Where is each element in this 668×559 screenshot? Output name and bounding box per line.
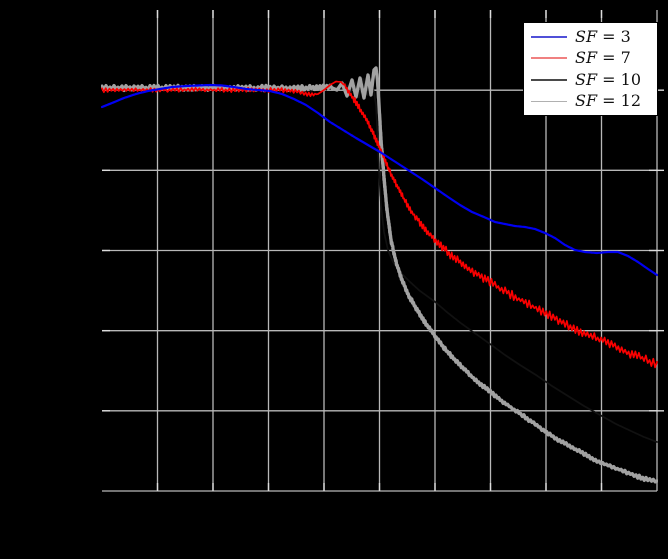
legend-label-sf3: SF = 3 bbox=[575, 26, 631, 46]
legend-line-sf7-icon bbox=[531, 57, 567, 60]
legend-entry-sf3: SF = 3 bbox=[531, 26, 651, 46]
legend-line-sf3-icon bbox=[531, 35, 567, 38]
legend-entry-sf10: SF = 10 bbox=[531, 69, 651, 89]
legend-line-sf12-icon bbox=[531, 100, 567, 102]
legend-label-sf12: SF = 12 bbox=[575, 91, 641, 111]
legend-label-sf10: SF = 10 bbox=[575, 69, 641, 89]
series-line-sf=3 bbox=[101, 83, 658, 277]
series-line-sf=12 bbox=[101, 66, 658, 484]
legend-entry-sf7: SF = 7 bbox=[531, 50, 651, 66]
legend-label-sf7: SF = 7 bbox=[575, 48, 631, 68]
series-line-sf=7 bbox=[101, 80, 658, 369]
chart-legend: SF = 3 SF = 7 SF = 10 SF = 12 bbox=[523, 22, 658, 116]
legend-line-sf10-icon bbox=[531, 79, 567, 81]
legend-entry-sf12: SF = 12 bbox=[531, 93, 651, 109]
